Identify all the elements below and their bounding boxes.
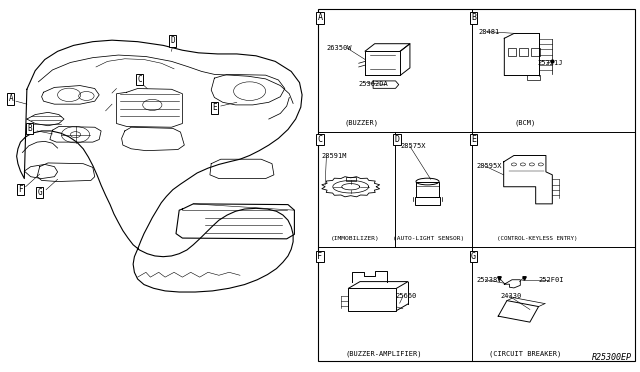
Text: C: C xyxy=(137,75,142,84)
Text: 252F0I: 252F0I xyxy=(539,277,564,283)
Text: 25321J: 25321J xyxy=(538,60,563,66)
Text: (BUZZER): (BUZZER) xyxy=(344,119,379,126)
Text: (BUZZER-AMPLIFIER): (BUZZER-AMPLIFIER) xyxy=(346,350,422,357)
Text: R25300EP: R25300EP xyxy=(593,353,632,362)
Text: E: E xyxy=(471,135,476,144)
Text: (BCM): (BCM) xyxy=(514,119,536,126)
Bar xyxy=(415,197,440,205)
Text: (CIRCUIT BREAKER): (CIRCUIT BREAKER) xyxy=(489,350,561,357)
Text: B: B xyxy=(27,124,32,133)
Bar xyxy=(346,177,356,181)
Text: F: F xyxy=(317,252,323,261)
Bar xyxy=(527,75,540,80)
Text: 25660: 25660 xyxy=(396,293,417,299)
Text: F: F xyxy=(18,185,23,194)
Text: B: B xyxy=(471,13,476,22)
Text: (AUTO-LIGHT SENSOR): (AUTO-LIGHT SENSOR) xyxy=(393,235,465,241)
Text: A: A xyxy=(317,13,323,22)
Bar xyxy=(519,48,528,56)
Text: 25362DA: 25362DA xyxy=(358,81,388,87)
Text: G: G xyxy=(37,188,42,197)
Bar xyxy=(531,48,540,56)
Text: D: D xyxy=(170,36,175,45)
Bar xyxy=(508,48,516,56)
Text: 25238V: 25238V xyxy=(477,277,502,283)
Text: C: C xyxy=(317,135,323,144)
Text: 24330: 24330 xyxy=(500,293,522,299)
Text: 28595X: 28595X xyxy=(477,163,502,169)
Text: E: E xyxy=(212,103,217,112)
Text: A: A xyxy=(8,94,13,103)
Text: D: D xyxy=(394,135,399,144)
Text: G: G xyxy=(471,252,476,261)
Text: 28575X: 28575X xyxy=(400,143,426,149)
Bar xyxy=(318,9,635,361)
Text: 28481: 28481 xyxy=(479,29,500,35)
Text: 28591M: 28591M xyxy=(321,153,347,159)
Text: (IMMOBILIZER): (IMMOBILIZER) xyxy=(331,235,380,241)
Bar xyxy=(416,182,439,197)
Text: 26350W: 26350W xyxy=(326,45,352,51)
Bar xyxy=(349,288,397,311)
Text: (CONTROL-KEYLESS ENTRY): (CONTROL-KEYLESS ENTRY) xyxy=(497,235,578,241)
